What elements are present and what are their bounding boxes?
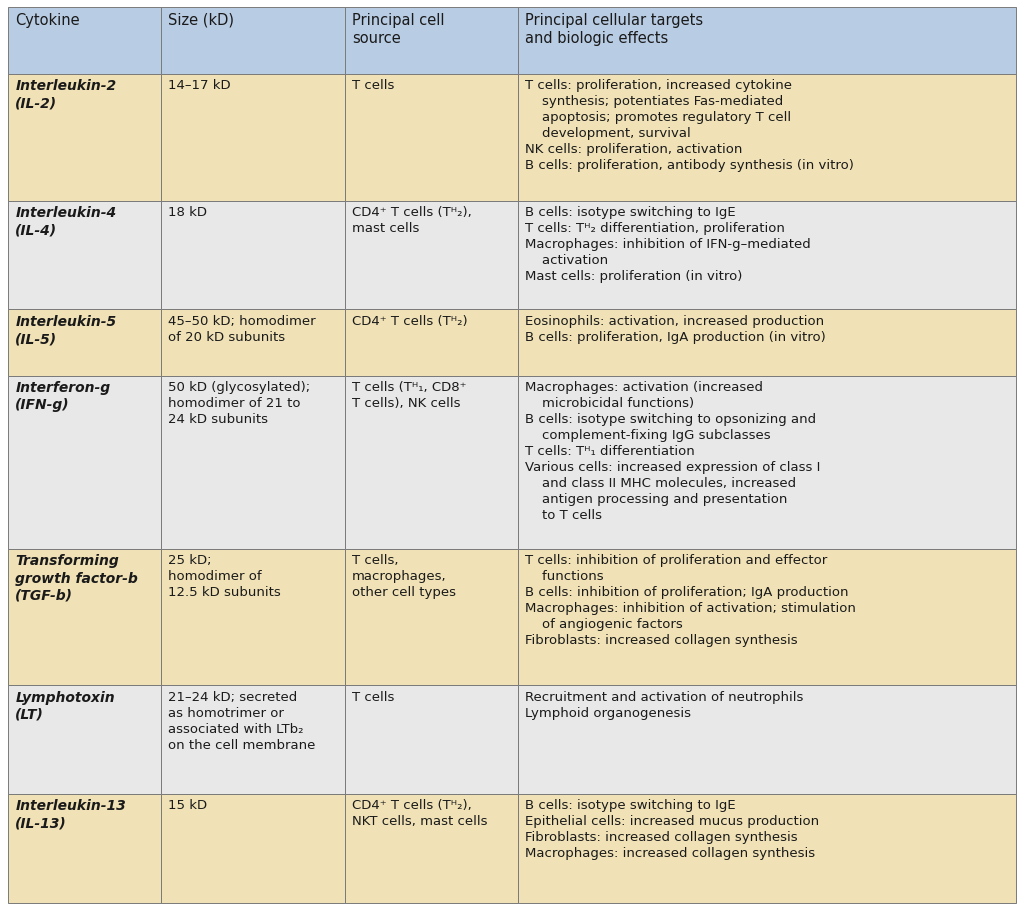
Text: T cells (Tᴴ₁, CD8⁺
T cells), NK cells: T cells (Tᴴ₁, CD8⁺ T cells), NK cells [352,381,466,410]
Text: T cells: proliferation, increased cytokine
    synthesis; potentiates Fas-mediat: T cells: proliferation, increased cytoki… [525,79,854,172]
Bar [8,309,162,376]
Text: B cells: isotype switching to IgE
T cells: Tᴴ₂ differentiation, proliferation
Ma: B cells: isotype switching to IgE T cell… [525,206,811,283]
Text: 45–50 kD; homodimer
of 20 kD subunits: 45–50 kD; homodimer of 20 kD subunits [168,315,316,344]
Text: 25 kD;
homodimer of
12.5 kD subunits: 25 kD; homodimer of 12.5 kD subunits [168,554,282,600]
Text: Principal cellular targets
and biologic effects: Principal cellular targets and biologic … [525,13,703,46]
Text: Interleukin-13
(IL-13): Interleukin-13 (IL-13) [15,799,126,831]
Bar [162,201,345,309]
Text: 21–24 kD; secreted
as homotrimer or
associated with LTb₂
on the cell membrane: 21–24 kD; secreted as homotrimer or asso… [168,691,315,752]
Bar [345,309,518,376]
Text: T cells: T cells [352,79,394,92]
Bar [518,794,1016,903]
Text: 50 kD (glycosylated);
homodimer of 21 to
24 kD subunits: 50 kD (glycosylated); homodimer of 21 to… [168,381,310,426]
Text: CD4⁺ T cells (Tᴴ₂),
mast cells: CD4⁺ T cells (Tᴴ₂), mast cells [352,206,471,235]
Text: Macrophages: activation (increased
    microbicidal functions)
B cells: isotype : Macrophages: activation (increased micro… [525,381,820,522]
Text: Principal cell
source: Principal cell source [352,13,444,46]
Bar [518,7,1016,74]
Bar [8,794,162,903]
Bar [8,549,162,685]
Bar [162,685,345,794]
Bar [162,549,345,685]
Text: Eosinophils: activation, increased production
B cells: proliferation, IgA produc: Eosinophils: activation, increased produ… [525,315,825,344]
Bar [8,7,162,74]
Bar [518,201,1016,309]
Bar [162,794,345,903]
Text: Size (kD): Size (kD) [168,13,234,27]
Bar [345,74,518,201]
Bar [345,685,518,794]
Bar [345,794,518,903]
Text: Lymphotoxin
(LT): Lymphotoxin (LT) [15,691,115,722]
Bar [162,309,345,376]
Text: Interleukin-2
(IL-2): Interleukin-2 (IL-2) [15,79,117,110]
Text: 14–17 kD: 14–17 kD [168,79,231,92]
Bar [8,376,162,549]
Text: Interferon-g
(IFN-g): Interferon-g (IFN-g) [15,381,111,412]
Bar [8,685,162,794]
Text: B cells: isotype switching to IgE
Epithelial cells: increased mucus production
F: B cells: isotype switching to IgE Epithe… [525,799,819,860]
Bar [8,201,162,309]
Bar [345,376,518,549]
Bar [162,376,345,549]
Bar [345,7,518,74]
Bar [345,201,518,309]
Text: Cytokine: Cytokine [15,13,80,27]
Text: Interleukin-4
(IL-4): Interleukin-4 (IL-4) [15,206,117,238]
Bar [518,74,1016,201]
Bar [518,685,1016,794]
Bar [162,74,345,201]
Bar [8,74,162,201]
Bar [162,7,345,74]
Text: Interleukin-5
(IL-5): Interleukin-5 (IL-5) [15,315,117,346]
Text: T cells: inhibition of proliferation and effector
    functions
B cells: inhibit: T cells: inhibition of proliferation and… [525,554,856,647]
Text: 18 kD: 18 kD [168,206,208,219]
Text: CD4⁺ T cells (Tᴴ₂),
NKT cells, mast cells: CD4⁺ T cells (Tᴴ₂), NKT cells, mast cell… [352,799,487,828]
Bar [345,549,518,685]
Bar [518,549,1016,685]
Bar [518,309,1016,376]
Text: 15 kD: 15 kD [168,799,208,813]
Text: Transforming
growth factor-b
(TGF-b): Transforming growth factor-b (TGF-b) [15,554,138,603]
Bar [518,376,1016,549]
Text: CD4⁺ T cells (Tᴴ₂): CD4⁺ T cells (Tᴴ₂) [352,315,467,328]
Text: Recruitment and activation of neutrophils
Lymphoid organogenesis: Recruitment and activation of neutrophil… [525,691,804,720]
Text: T cells,
macrophages,
other cell types: T cells, macrophages, other cell types [352,554,456,600]
Text: T cells: T cells [352,691,394,703]
